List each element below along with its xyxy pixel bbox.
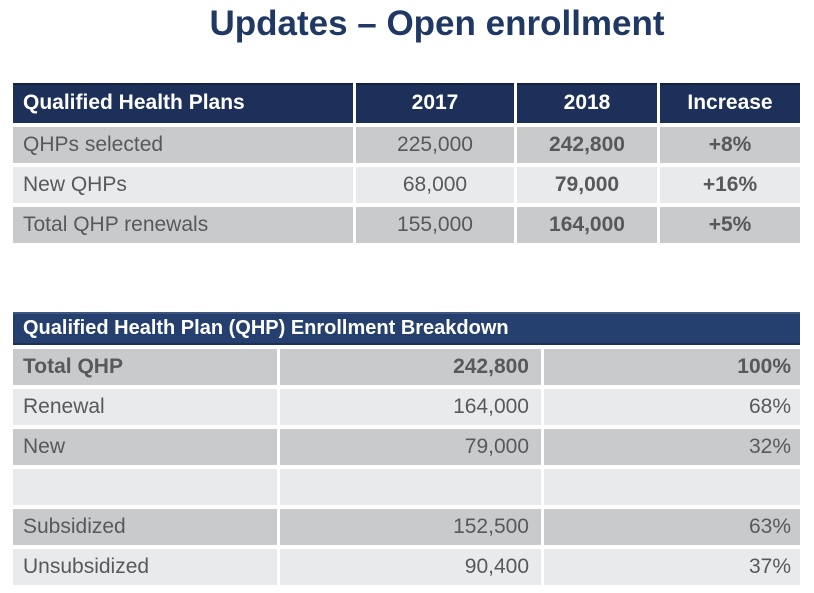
cell-increase: +5% [660,207,800,243]
row-label: New QHPs [13,167,353,203]
row-label: QHPs selected [13,127,353,163]
cell-value: 152,500 [280,509,541,545]
cell-percent: 100% [544,349,800,385]
qhp-comparison-table: Qualified Health Plans 2017 2018 Increas… [13,83,800,243]
spacer-row-cell [280,469,541,505]
cell-increase: +8% [660,127,800,163]
cell-2017: 68,000 [356,167,514,203]
cell-percent: 32% [544,429,800,465]
cell-increase: +16% [660,167,800,203]
cell-percent: 37% [544,549,800,585]
col-header-2018: 2018 [517,83,657,123]
cell-percent: 68% [544,389,800,425]
cell-value: 90,400 [280,549,541,585]
row-label: Renewal [13,389,277,425]
cell-percent: 63% [544,509,800,545]
cell-2018: 242,800 [517,127,657,163]
cell-2017: 225,000 [356,127,514,163]
page-title: Updates – Open enrollment [209,4,665,43]
row-label: Total QHP renewals [13,207,353,243]
breakdown-table-header: Qualified Health Plan (QHP) Enrollment B… [13,312,800,345]
cell-2017: 155,000 [356,207,514,243]
cell-value: 164,000 [280,389,541,425]
col-header-increase: Increase [660,83,800,123]
spacer-row-cell [13,469,277,505]
cell-2018: 79,000 [517,167,657,203]
col-header-qualified-health-plans: Qualified Health Plans [13,83,353,123]
col-header-2017: 2017 [356,83,514,123]
cell-value: 242,800 [280,349,541,385]
spacer-row-cell [544,469,800,505]
cell-2018: 164,000 [517,207,657,243]
row-label: Total QHP [13,349,277,385]
qhp-breakdown-table: Qualified Health Plan (QHP) Enrollment B… [13,312,800,585]
row-label: Subsidized [13,509,277,545]
row-label: Unsubsidized [13,549,277,585]
cell-value: 79,000 [280,429,541,465]
row-label: New [13,429,277,465]
